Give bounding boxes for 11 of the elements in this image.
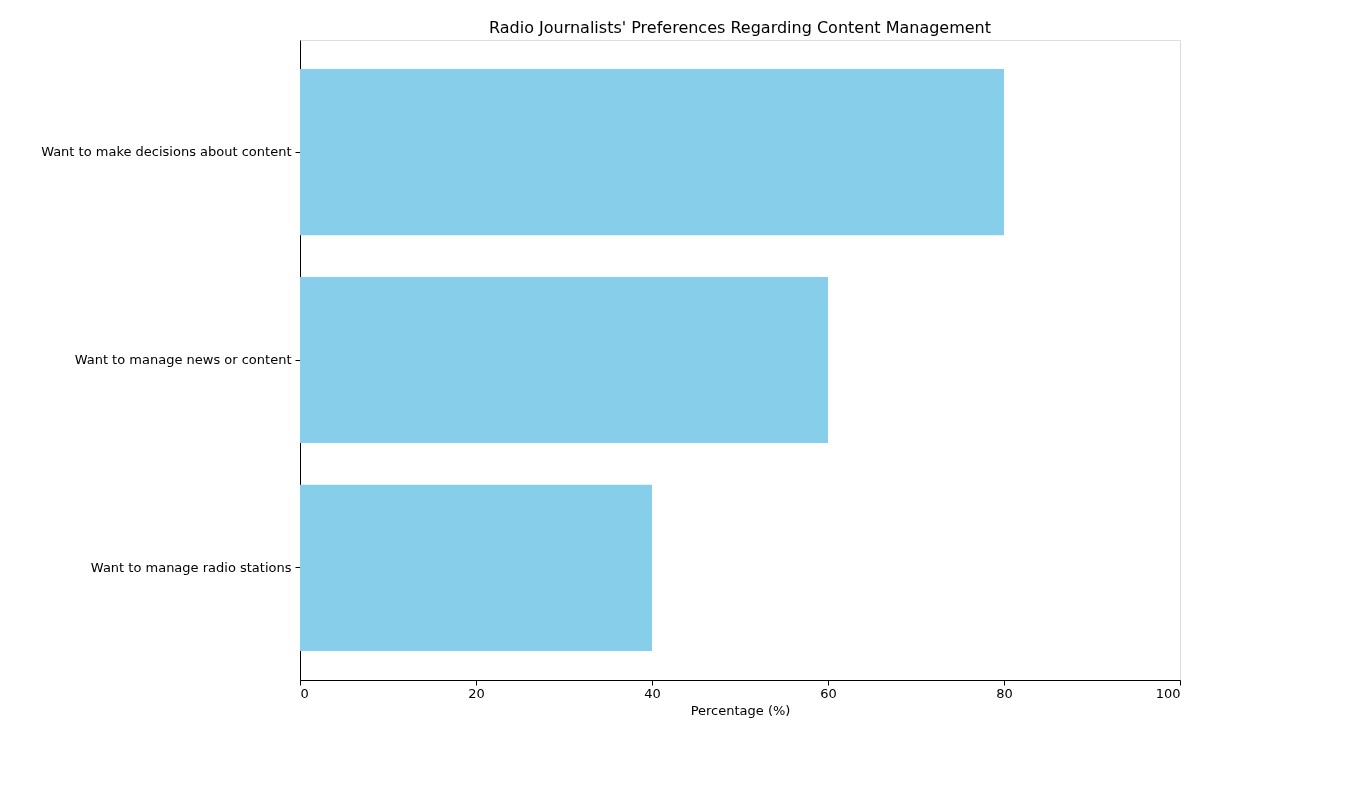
x-tick-label: 100 (1155, 685, 1181, 701)
y-tick-label: Want to manage news or content (74, 352, 292, 367)
y-tick-label: Want to make decisions about content (41, 144, 292, 160)
x-axis-title: Percentage (%) (690, 702, 791, 718)
x-tick-label: 20 (468, 685, 485, 701)
x-tick-label: 60 (820, 685, 837, 701)
x-tick-label: 0 (300, 685, 309, 701)
chart-title: Radio Journalists' Preferences Regarding Content Management (488, 18, 992, 37)
x-tick-label: 80 (996, 685, 1013, 701)
x-tick-label: 40 (644, 685, 661, 701)
y-tick-label: Want to manage radio stations (90, 559, 292, 575)
